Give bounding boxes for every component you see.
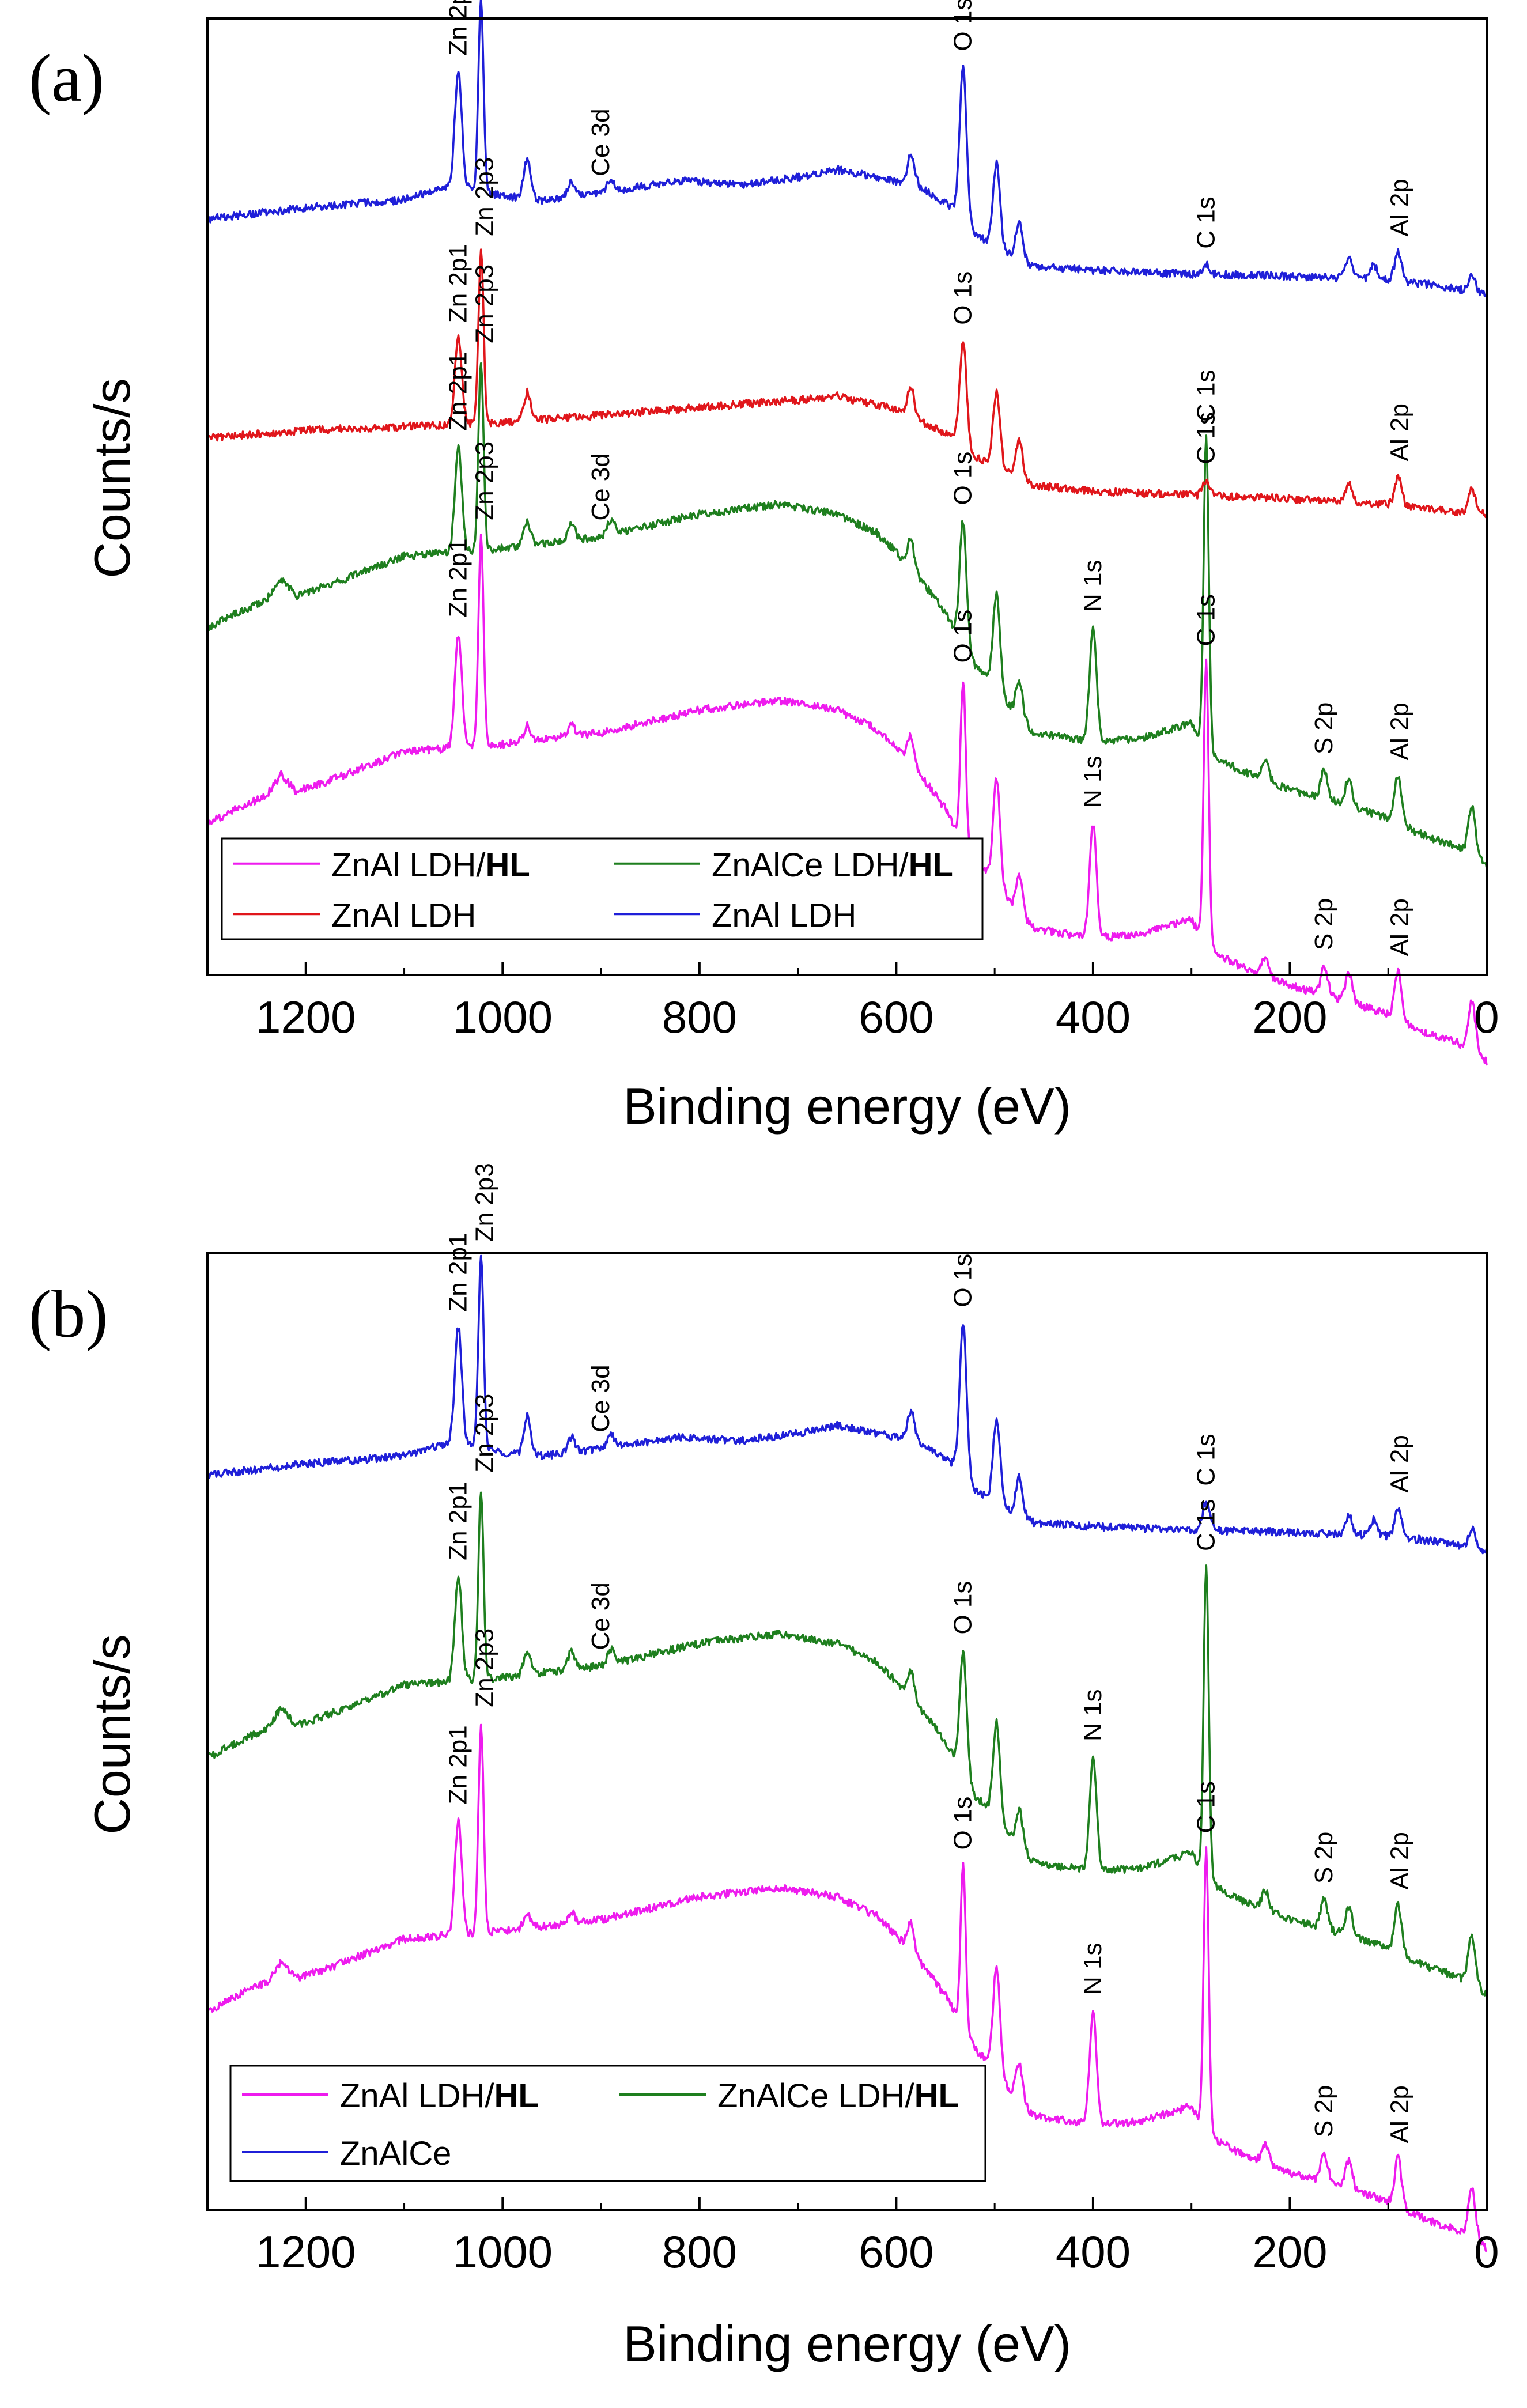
legend-entry: ZnAlCe LDH/HL — [717, 2077, 959, 2115]
series-line-znalce-ldh-hl — [206, 362, 1488, 869]
peak-label: Al 2p — [1386, 1435, 1414, 1492]
x-tick-label: 800 — [662, 2226, 737, 2277]
peak-label: N 1s — [1079, 1689, 1107, 1741]
peak-label: Ce 3d — [587, 1364, 615, 1432]
x-tick-label: 1200 — [256, 2226, 356, 2277]
peak-label: Al 2p — [1386, 403, 1414, 461]
peak-label: Ce 3d — [587, 1582, 615, 1650]
peak-label: C 1s — [1192, 412, 1220, 464]
legend-entry-text: ZnAl LDH/ — [340, 2077, 494, 2115]
panel-label: (b) — [29, 1276, 108, 1352]
legend-entry-bold: HL — [914, 2077, 959, 2115]
peak-label: Al 2p — [1386, 898, 1414, 956]
legend-entry: ZnAl LDH/HL — [331, 846, 530, 884]
peak-label: O 1s — [949, 610, 977, 663]
peak-label: S 2p — [1310, 2085, 1338, 2138]
series-line-znalce — [206, 1254, 1488, 1555]
peak-label: Zn 2p1 — [444, 352, 472, 431]
x-tick-label: 600 — [859, 992, 933, 1042]
peak-label: O 1s — [949, 1581, 977, 1635]
peak-label: Zn 2p1 — [444, 0, 472, 56]
peak-label: Zn 2p1 — [444, 1725, 472, 1804]
series-line-znal-ldh-hl — [206, 1723, 1488, 2252]
plot-frame — [206, 1252, 1488, 2211]
y-axis-label: Counts/s — [84, 378, 141, 578]
peak-label: Zn 2p3 — [471, 264, 499, 343]
peak-label: O 1s — [949, 271, 977, 325]
peak-label: S 2p — [1310, 702, 1338, 755]
peak-label: Zn 2p3 — [471, 157, 499, 236]
series-line-znal-ldh — [206, 0, 1488, 298]
legend-entry: ZnAlCe LDH/HL — [712, 846, 953, 884]
peak-label: Zn 2p1 — [444, 1233, 472, 1312]
peak-label: N 1s — [1079, 756, 1107, 808]
x-tick-label: 1000 — [453, 992, 553, 1042]
x-tick-label: 0 — [1474, 2226, 1499, 2277]
peak-label: O 1s — [949, 0, 977, 51]
peak-label: C 1s — [1192, 1499, 1220, 1551]
series-line-znalce-ldh-hl — [207, 1491, 1488, 1997]
series-line-znal-ldh-hl — [207, 533, 1488, 1066]
x-tick-label: 1000 — [453, 2226, 553, 2277]
x-axis-label: Binding energy (eV) — [623, 1078, 1071, 1135]
legend-entry: ZnAl LDH/HL — [340, 2077, 539, 2115]
peak-label: S 2p — [1310, 898, 1338, 951]
legend-entry-text: ZnAlCe — [340, 2135, 451, 2172]
peak-label: Al 2p — [1386, 2085, 1414, 2143]
peak-label: Ce 3d — [587, 453, 615, 520]
x-tick-label: 200 — [1252, 992, 1327, 1042]
peak-label: N 1s — [1079, 560, 1107, 612]
peak-label: Zn 2p3 — [471, 1163, 499, 1242]
series-line-znal-ldh — [206, 248, 1487, 519]
x-tick-label: 400 — [1056, 2226, 1131, 2277]
legend-entry-text: ZnAl LDH — [712, 897, 856, 934]
x-tick-label: 0 — [1474, 992, 1499, 1042]
legend-entry-text: ZnAlCe LDH/ — [712, 846, 909, 884]
peak-label: Zn 2p3 — [471, 1394, 499, 1473]
x-axis-label: Binding energy (eV) — [623, 2315, 1071, 2372]
legend-entry-bold: HL — [494, 2077, 539, 2115]
peak-label: Zn 2p1 — [444, 1481, 472, 1560]
peak-label: C 1s — [1192, 370, 1220, 422]
peak-label: Zn 2p3 — [471, 1628, 499, 1707]
peak-label: Al 2p — [1386, 1832, 1414, 1889]
peak-label: Zn 2p1 — [444, 538, 472, 617]
x-tick-label: 1200 — [256, 992, 356, 1042]
x-tick-label: 200 — [1252, 2226, 1327, 2277]
peak-label: Zn 2p1 — [444, 244, 472, 323]
peak-label: C 1s — [1192, 1434, 1220, 1485]
peak-label: N 1s — [1079, 1943, 1107, 1995]
legend-entry-bold: HL — [909, 846, 953, 884]
x-tick-label: 800 — [662, 992, 737, 1042]
peak-label: O 1s — [949, 452, 977, 505]
legend-entry-bold: HL — [486, 846, 530, 884]
legend-entry: ZnAlCe — [340, 2135, 451, 2172]
peak-label: C 1s — [1192, 196, 1220, 248]
peak-label: C 1s — [1192, 594, 1220, 646]
x-tick-label: 600 — [859, 2226, 933, 2277]
peak-label: O 1s — [949, 1797, 977, 1850]
plot-frame — [206, 17, 1488, 976]
peak-label: Ce 3d — [587, 108, 615, 176]
peak-label: C 1s — [1192, 1781, 1220, 1833]
legend-entry-text: ZnAlCe LDH/ — [717, 2077, 915, 2115]
peak-label: O 1s — [949, 1254, 977, 1307]
peak-label: Al 2p — [1386, 702, 1414, 760]
peak-label: Zn 2p3 — [471, 441, 499, 520]
peak-label: Al 2p — [1386, 179, 1414, 236]
legend-entry: ZnAl LDH — [331, 897, 476, 934]
legend-box — [221, 837, 984, 940]
panel-label: (a) — [29, 40, 104, 116]
x-tick-label: 400 — [1056, 992, 1131, 1042]
legend-entry-text: ZnAl LDH/ — [331, 846, 486, 884]
peak-label: S 2p — [1310, 1832, 1338, 1884]
legend-box — [229, 2065, 986, 2182]
legend-entry-text: ZnAl LDH — [331, 897, 476, 934]
y-axis-label: Counts/s — [84, 1634, 141, 1834]
legend-entry: ZnAl LDH — [712, 897, 856, 934]
